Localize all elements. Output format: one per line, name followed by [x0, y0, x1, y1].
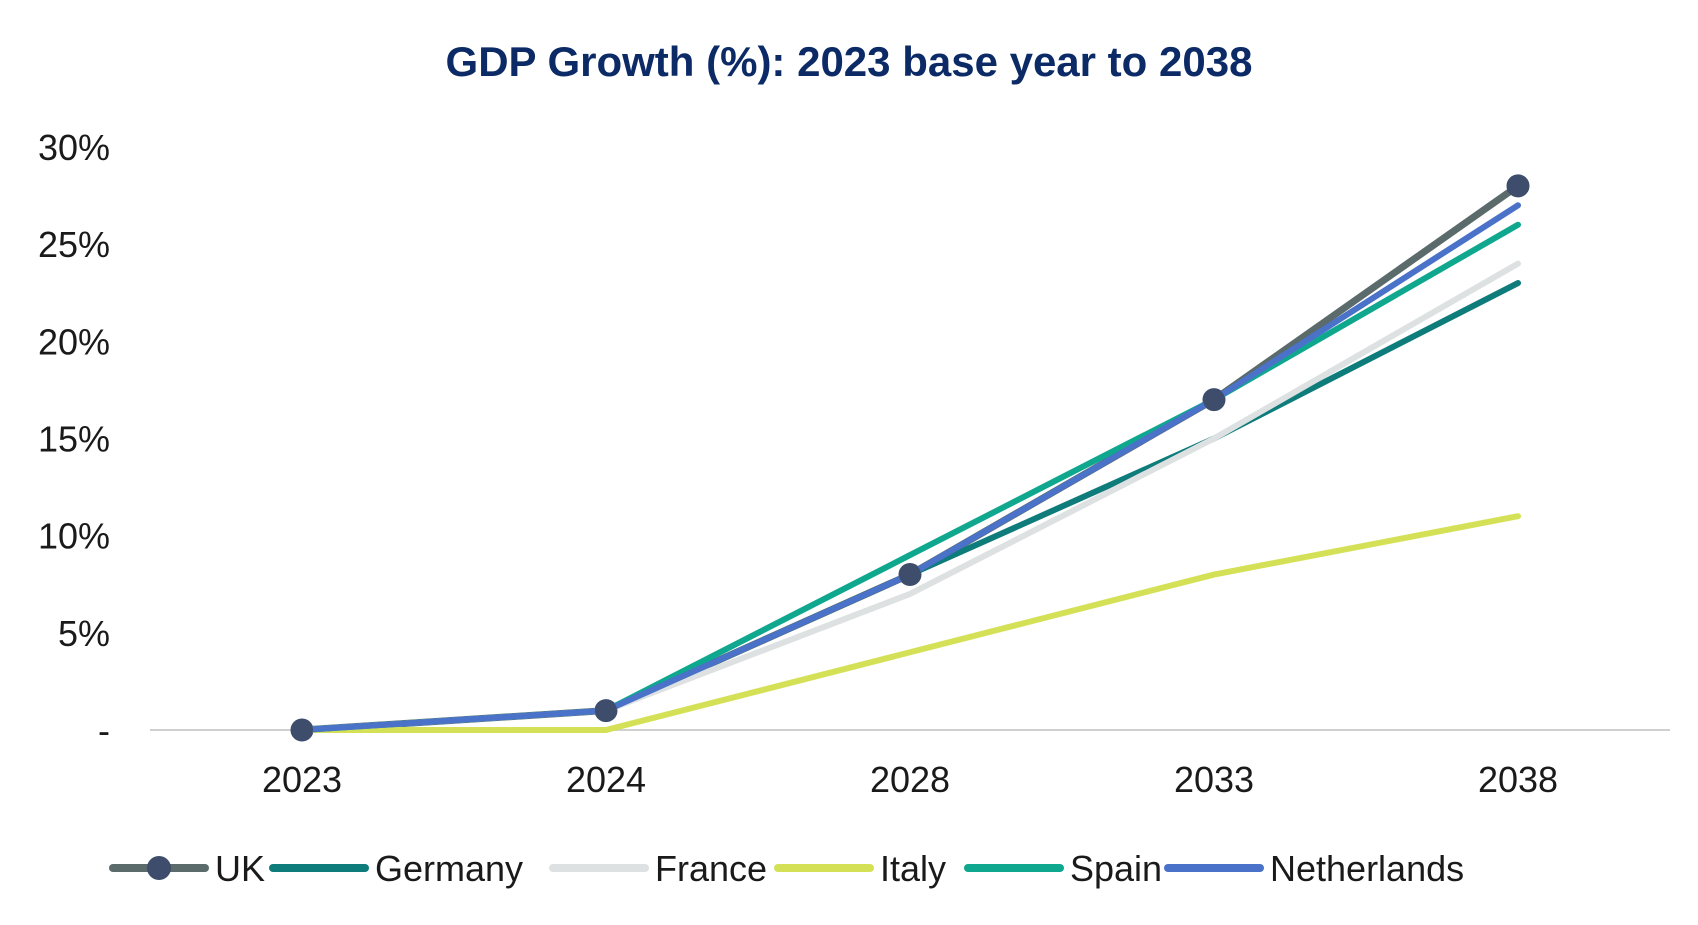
legend-marker-uk	[147, 856, 171, 880]
legend-label-france: France	[655, 848, 767, 889]
legend-label-italy: Italy	[880, 848, 946, 889]
legend-item-germany: Germany	[269, 848, 523, 889]
marker-uk-2024	[595, 699, 617, 722]
series-france	[299, 260, 1521, 733]
legend-label-netherlands: Netherlands	[1270, 848, 1464, 889]
marker-uk-2033	[1203, 388, 1225, 411]
legend-label-germany: Germany	[375, 848, 523, 889]
series-layer	[290, 174, 1530, 742]
legend-label-uk: UK	[215, 848, 265, 889]
legend-item-netherlands: Netherlands	[1164, 848, 1464, 889]
series-uk	[290, 174, 1530, 742]
marker-uk-2023	[291, 719, 313, 741]
legend-item-france: France	[549, 848, 767, 889]
marker-uk-2028	[899, 563, 921, 586]
y-tick-label-10: 10%	[38, 516, 110, 557]
x-tick-label-2038: 2038	[1478, 759, 1558, 800]
line-italy	[299, 513, 1521, 733]
series-italy	[299, 513, 1521, 733]
line-germany	[299, 280, 1521, 733]
y-tick-label-30: 30%	[38, 127, 110, 168]
x-tick-label-2028: 2028	[870, 759, 950, 800]
x-axis: 2023 2024 2028 2033 2038	[150, 729, 1670, 800]
series-germany	[299, 280, 1521, 733]
line-france	[299, 260, 1521, 733]
legend-item-italy: Italy	[774, 848, 946, 889]
marker-uk-2038	[1507, 174, 1529, 197]
y-tick-label-25: 25%	[38, 224, 110, 265]
legend-item-spain: Spain	[964, 848, 1162, 889]
y-axis: - 5% 10% 15% 20% 25% 30%	[38, 127, 110, 751]
chart-title: GDP Growth (%): 2023 base year to 2038	[445, 38, 1253, 85]
legend-label-spain: Spain	[1070, 848, 1162, 889]
legend-item-uk: UK	[109, 848, 265, 889]
line-uk	[298, 182, 1522, 734]
series-uk-markers	[291, 174, 1529, 741]
y-tick-label-0: -	[98, 710, 110, 751]
y-tick-label-20: 20%	[38, 321, 110, 362]
x-tick-label-2024: 2024	[566, 759, 646, 800]
legend: UK Germany France Italy Spain Netherlands	[109, 848, 1464, 889]
y-tick-label-15: 15%	[38, 419, 110, 460]
x-tick-label-2033: 2033	[1174, 759, 1254, 800]
x-tick-label-2023: 2023	[262, 759, 342, 800]
y-tick-label-5: 5%	[58, 613, 110, 654]
